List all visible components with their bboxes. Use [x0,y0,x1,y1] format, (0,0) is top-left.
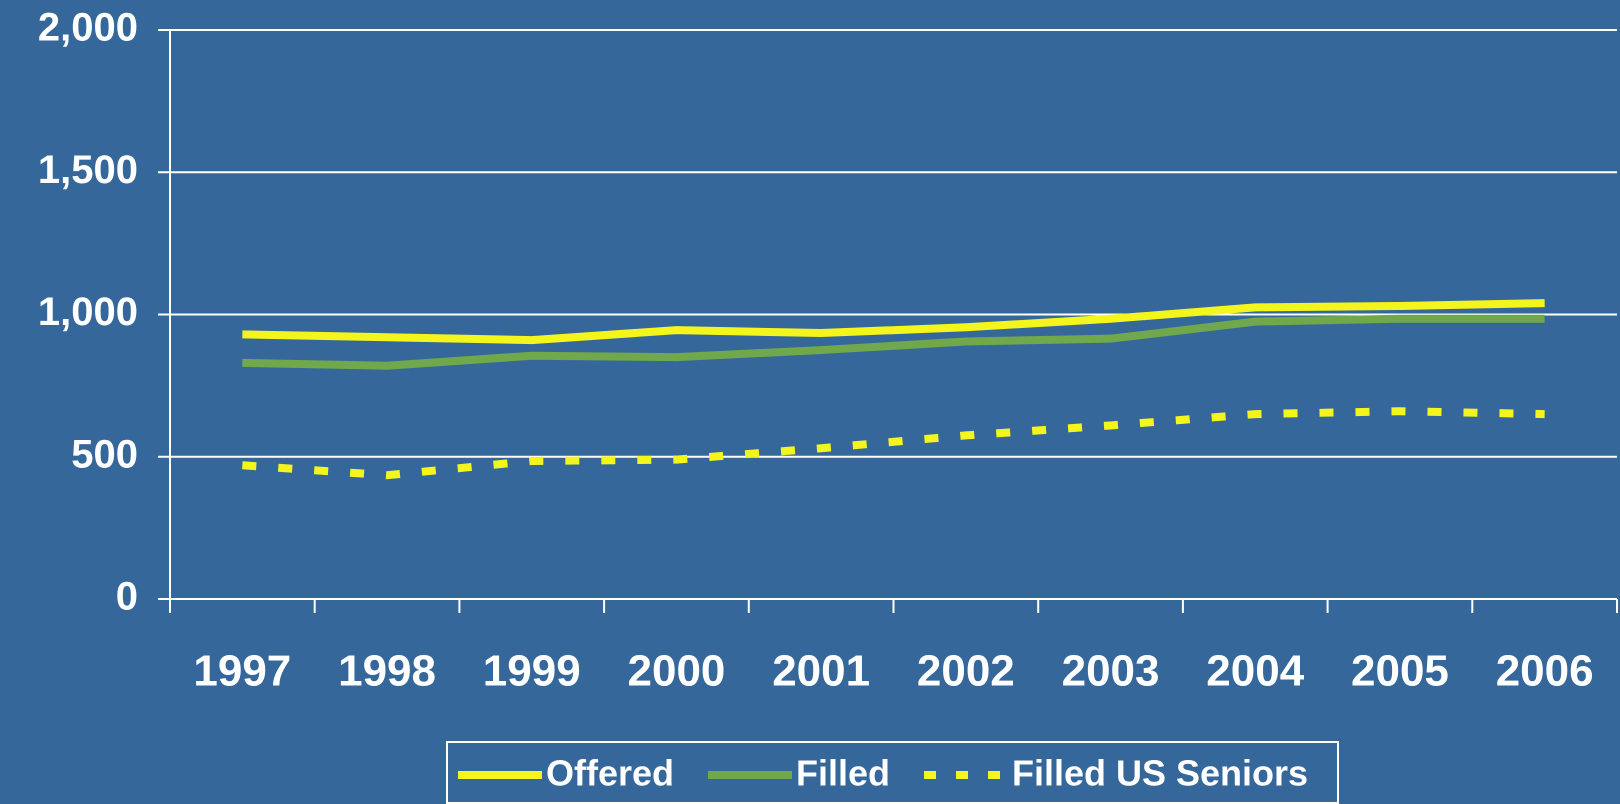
x-tick-label: 1997 [193,647,291,696]
y-tick-label: 500 [71,432,138,476]
series-line [242,299,1545,345]
y-tick-label: 1,500 [38,148,138,192]
y-tick-label: 0 [116,575,138,619]
y-tick-label: 1,000 [38,290,138,334]
x-tick-label: 2006 [1496,647,1594,696]
x-tick-label: 1999 [483,647,581,696]
legend-label: Filled US Seniors [1012,753,1308,794]
x-tick-label: 1998 [338,647,436,696]
legend-label: Offered [546,753,674,794]
y-tick-label: 2,000 [38,6,138,50]
legend-label: Filled [796,753,890,794]
x-tick-label: 2004 [1206,647,1304,696]
series-line [242,314,1545,370]
x-tick-label: 2000 [628,647,726,696]
legend-box [446,741,1339,804]
x-tick-label: 2001 [772,647,870,696]
x-tick-label: 2002 [917,647,1015,696]
x-tick-label: 2003 [1062,647,1160,696]
series-line [242,407,1545,480]
x-tick-label: 2005 [1351,647,1449,696]
